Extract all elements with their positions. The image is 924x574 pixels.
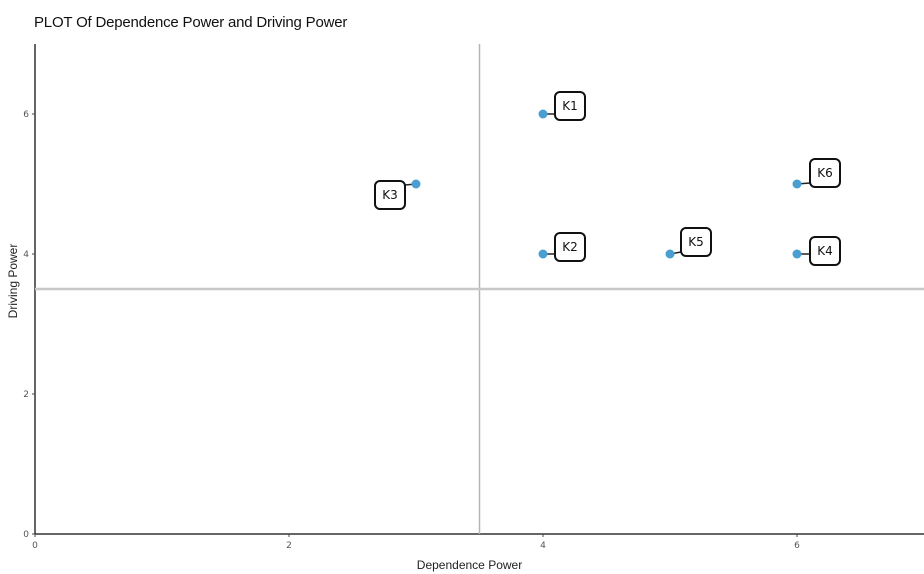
point-marker — [538, 109, 548, 119]
point-label-box — [554, 232, 586, 262]
point-marker — [538, 249, 548, 259]
point-label-box — [809, 158, 841, 188]
ticks-layer: 0 2 4 6 0 2 4 6 — [23, 110, 800, 551]
data-point-k3: K3 — [374, 179, 421, 210]
point-marker — [411, 179, 421, 189]
x-tick-label: 6 — [794, 541, 800, 551]
y-tick-label: 6 — [23, 110, 29, 120]
x-axis-title: Dependence Power — [417, 558, 522, 572]
x-tick-label: 0 — [32, 541, 38, 551]
point-marker — [665, 249, 675, 259]
x-tick-label: 4 — [540, 541, 546, 551]
y-tick-label: 0 — [23, 530, 29, 540]
points-layer: K1 K2 K3 K4 K5 K6 — [374, 91, 841, 266]
reference-lines — [35, 44, 924, 534]
data-point-k1: K1 — [538, 91, 586, 121]
y-tick-label: 4 — [23, 250, 29, 260]
chart-title: PLOT Of Dependence Power and Driving Pow… — [34, 14, 348, 31]
y-tick-label: 2 — [23, 390, 29, 400]
point-label: K1 — [562, 99, 578, 113]
data-point-k4: K4 — [792, 236, 841, 266]
data-point-k2: K2 — [538, 232, 586, 262]
point-label: K2 — [562, 240, 578, 254]
x-tick-label: 2 — [286, 541, 292, 551]
point-marker — [792, 249, 802, 259]
point-label-box — [680, 227, 712, 257]
data-point-k6: K6 — [792, 158, 841, 189]
y-axis-title: Driving Power — [6, 244, 20, 319]
point-label: K3 — [382, 188, 398, 202]
point-label-box — [809, 236, 841, 266]
point-label-box — [374, 180, 406, 210]
point-label: K6 — [817, 166, 833, 180]
point-label: K4 — [817, 244, 833, 258]
point-label-box — [554, 91, 586, 121]
point-label: K5 — [688, 235, 704, 249]
data-point-k5: K5 — [665, 227, 712, 259]
point-marker — [792, 179, 802, 189]
